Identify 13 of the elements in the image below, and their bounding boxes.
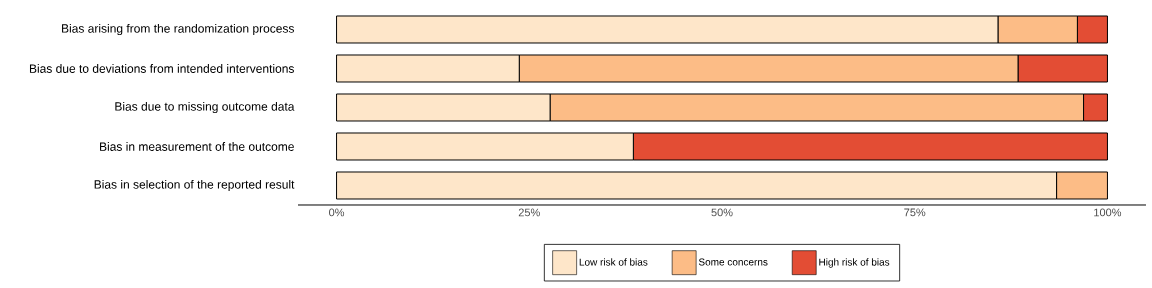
legend-label: Some concerns	[698, 258, 768, 266]
x-tick-label: 50%	[711, 208, 733, 217]
legend-label: High risk of bias	[819, 258, 890, 268]
y-tick-label: Bias in selection of the reported result	[94, 179, 295, 192]
x-tick-label: 100%	[1094, 208, 1122, 217]
y-tick-label: Bias due to deviations from intended interventions	[29, 64, 294, 73]
y-tick-label: Bias in measurement of the outcome	[100, 142, 294, 151]
x-tick-label: 75%	[904, 208, 926, 217]
y-tick-label: Bias arising from the randomization process	[62, 23, 294, 36]
x-tick-label: 0%	[329, 208, 345, 217]
y-tick-label: Bias due to missing outcome data	[115, 101, 295, 114]
legend-label: Low risk of bias	[579, 258, 648, 266]
x-tick-label: 25%	[518, 208, 540, 217]
